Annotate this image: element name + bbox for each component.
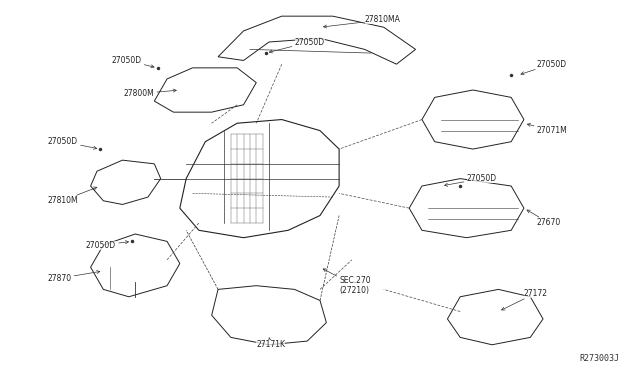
Text: 27050D: 27050D bbox=[86, 241, 129, 250]
Text: 27810M: 27810M bbox=[47, 187, 97, 205]
Text: SEC.270
(27210): SEC.270 (27210) bbox=[323, 269, 371, 295]
Text: 27670: 27670 bbox=[527, 210, 561, 227]
Text: 27810MA: 27810MA bbox=[324, 15, 401, 28]
Text: 27050D: 27050D bbox=[445, 174, 497, 186]
Text: 27050D: 27050D bbox=[269, 38, 324, 53]
Text: R273003J: R273003J bbox=[579, 354, 620, 363]
Text: 27050D: 27050D bbox=[521, 60, 567, 75]
Text: 27071M: 27071M bbox=[527, 124, 568, 135]
Text: 27172: 27172 bbox=[502, 289, 548, 310]
Text: 27050D: 27050D bbox=[48, 137, 97, 149]
Text: 27171K: 27171K bbox=[256, 337, 285, 349]
Text: 27800M: 27800M bbox=[124, 89, 176, 98]
Text: 27870: 27870 bbox=[47, 270, 100, 283]
Text: 27050D: 27050D bbox=[111, 56, 154, 68]
